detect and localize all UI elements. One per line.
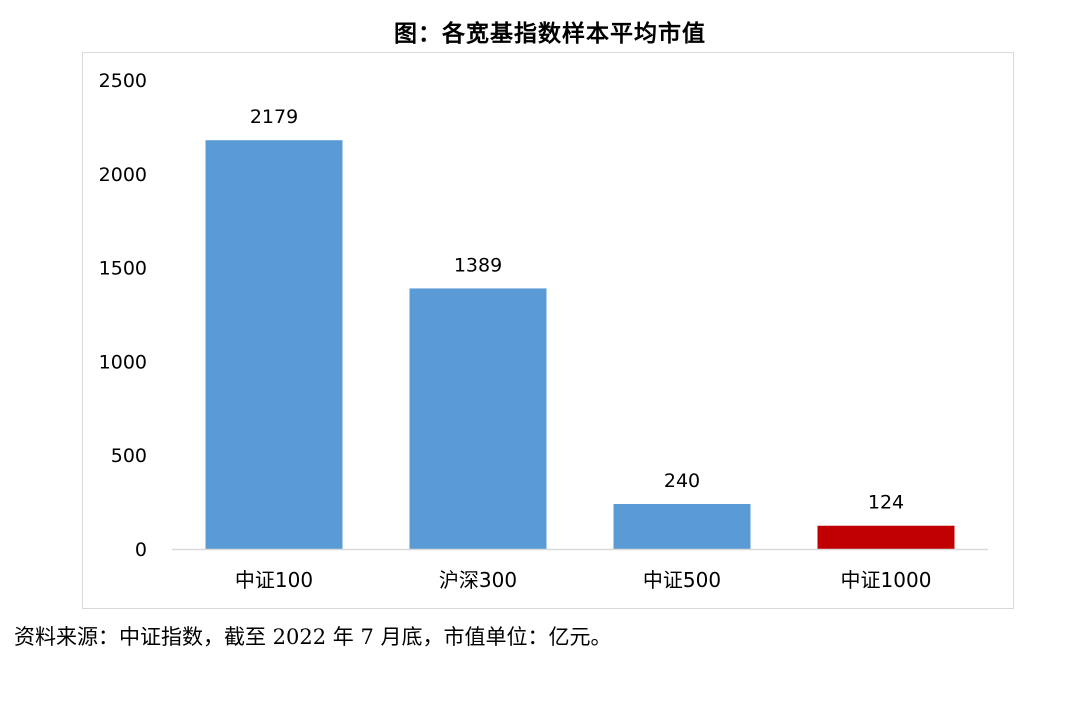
category-label: 中证500 (643, 568, 721, 592)
y-tick-label: 500 (111, 445, 147, 467)
data-label: 1389 (454, 254, 502, 276)
data-label: 240 (664, 470, 700, 492)
category-label: 中证100 (235, 568, 313, 592)
chart-title: 图：各宽基指数样本平均市值 (394, 20, 706, 47)
x-axis: 中证100 沪深300 中证500 中证1000 (172, 548, 988, 592)
bars: 2179 1389 240 124 (205, 106, 955, 549)
source-note: 资料来源：中证指数，截至 2022 年 7 月底，市值单位：亿元。 (14, 625, 612, 649)
y-tick-label: 2000 (99, 164, 147, 186)
data-label: 124 (868, 492, 904, 514)
category-label: 沪深300 (439, 568, 517, 592)
bar (409, 288, 547, 549)
y-tick-label: 1500 (99, 258, 147, 280)
bar (817, 525, 955, 549)
bar (205, 140, 343, 549)
data-label: 2179 (250, 106, 298, 128)
y-tick-label: 0 (135, 539, 147, 561)
y-tick-label: 1000 (99, 351, 147, 373)
bar (613, 503, 751, 549)
y-tick-label: 2500 (99, 70, 147, 92)
chart-frame (82, 52, 1014, 609)
category-label: 中证1000 (841, 568, 932, 592)
y-axis: 0 500 1000 1500 2000 2500 (99, 70, 147, 561)
